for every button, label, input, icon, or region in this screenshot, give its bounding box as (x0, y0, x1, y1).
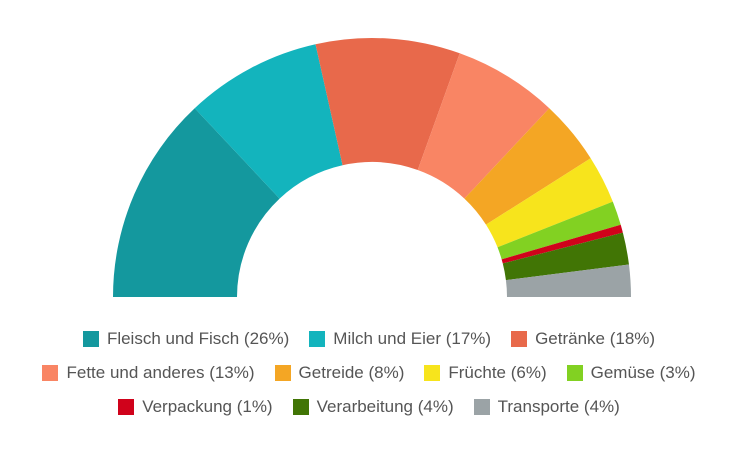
donut-slice-9[interactable] (505, 264, 631, 297)
legend-item-fruechte[interactable]: Früchte (6%) (424, 363, 547, 383)
legend-item-verpackung[interactable]: Verpackung (1%) (118, 397, 273, 417)
donut-slice-3[interactable] (417, 53, 550, 199)
donut-slice-6[interactable] (497, 201, 621, 260)
legend-label: Gemüse (3%) (590, 363, 696, 382)
legend-label: Verarbeitung (4%) (316, 397, 454, 416)
legend-row-3: Verpackung (1%) Verarbeitung (4%) Transp… (0, 390, 738, 424)
legend-swatch (309, 331, 326, 347)
legend-item-fleisch[interactable]: Fleisch und Fisch (26%) (82, 329, 290, 349)
donut-slice-1[interactable] (194, 44, 343, 199)
legend-item-milch[interactable]: Milch und Eier (17%) (309, 329, 491, 349)
legend-item-gemuese[interactable]: Gemüse (3%) (566, 363, 696, 383)
legend-item-fette[interactable]: Fette und anderes (13%) (42, 363, 255, 383)
donut-slice-5[interactable] (485, 158, 613, 248)
legend-label: Getränke (18%) (535, 329, 656, 348)
legend-label: Verpackung (1%) (142, 397, 273, 416)
legend-swatch (274, 365, 291, 381)
legend-swatch (473, 399, 490, 415)
legend-label: Fleisch und Fisch (26%) (106, 329, 290, 348)
legend-label: Transporte (4%) (497, 397, 620, 416)
legend-swatch (511, 331, 528, 347)
donut-slice-8[interactable] (502, 232, 629, 281)
legend-label: Getreide (8%) (298, 363, 405, 382)
legend-item-getreide[interactable]: Getreide (8%) (274, 363, 405, 383)
legend-swatch (566, 365, 583, 381)
chart-legend: Fleisch und Fisch (26%) Milch und Eier (… (0, 322, 738, 424)
legend-label: Milch und Eier (17%) (333, 329, 492, 348)
legend-swatch (292, 399, 309, 415)
legend-item-verarbeitung[interactable]: Verarbeitung (4%) (292, 397, 454, 417)
legend-swatch (118, 399, 135, 415)
legend-label: Früchte (6%) (448, 363, 547, 382)
legend-item-getraenke[interactable]: Getränke (18%) (511, 329, 655, 349)
donut-slice-0[interactable] (113, 108, 280, 297)
legend-row-2: Fette und anderes (13%) Getreide (8%) Fr… (0, 356, 738, 390)
legend-item-transporte[interactable]: Transporte (4%) (473, 397, 620, 417)
donut-slice-4[interactable] (464, 108, 591, 225)
legend-row-1: Fleisch und Fisch (26%) Milch und Eier (… (0, 322, 738, 356)
semi-donut-chart (113, 38, 631, 297)
legend-swatch (424, 365, 441, 381)
legend-swatch (82, 331, 99, 347)
legend-swatch (42, 365, 59, 381)
donut-slice-2[interactable] (315, 38, 460, 170)
legend-label: Fette und anderes (13%) (66, 363, 255, 382)
donut-slice-7[interactable] (501, 224, 623, 264)
